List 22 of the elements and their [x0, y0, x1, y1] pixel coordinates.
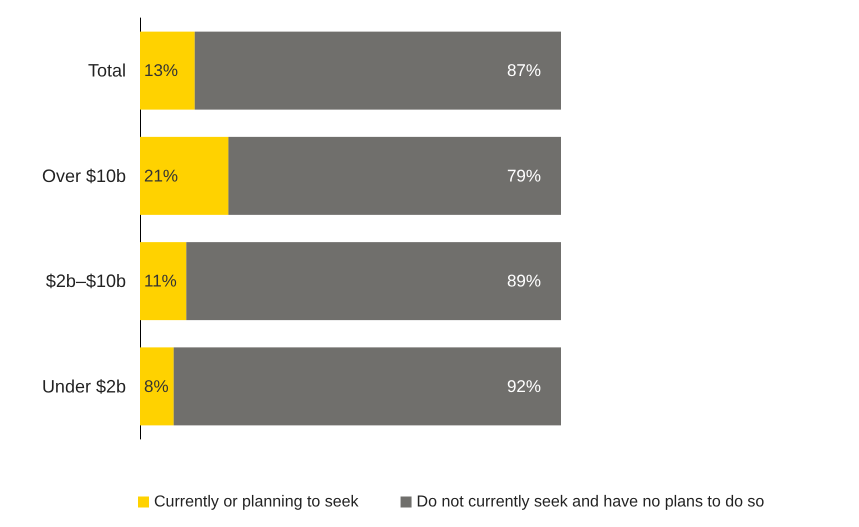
bar [140, 242, 186, 320]
data-label: 89% [506, 272, 541, 291]
y-tick-label: Under $2b [42, 376, 126, 396]
bar [174, 347, 561, 426]
y-tick-label: Over $10b [42, 166, 126, 186]
data-label: 8% [144, 376, 169, 396]
y-tick-label: $2b–$10b [46, 271, 126, 292]
bar [140, 32, 195, 110]
data-label: 21% [144, 166, 178, 186]
data-label: 92% [506, 376, 541, 396]
bar [186, 242, 561, 320]
bar [140, 347, 174, 426]
legend-label: Currently or planning to seek [154, 494, 360, 510]
data-label: 87% [506, 61, 541, 80]
data-label: 79% [506, 166, 541, 186]
y-tick-label: Total [88, 60, 126, 81]
data-label: 13% [144, 61, 178, 80]
bar [194, 32, 561, 110]
bar [228, 136, 561, 215]
data-label: 11% [144, 272, 177, 291]
bar [140, 136, 228, 215]
legend-label: Do not currently seek and have no plans to do so [416, 494, 764, 510]
